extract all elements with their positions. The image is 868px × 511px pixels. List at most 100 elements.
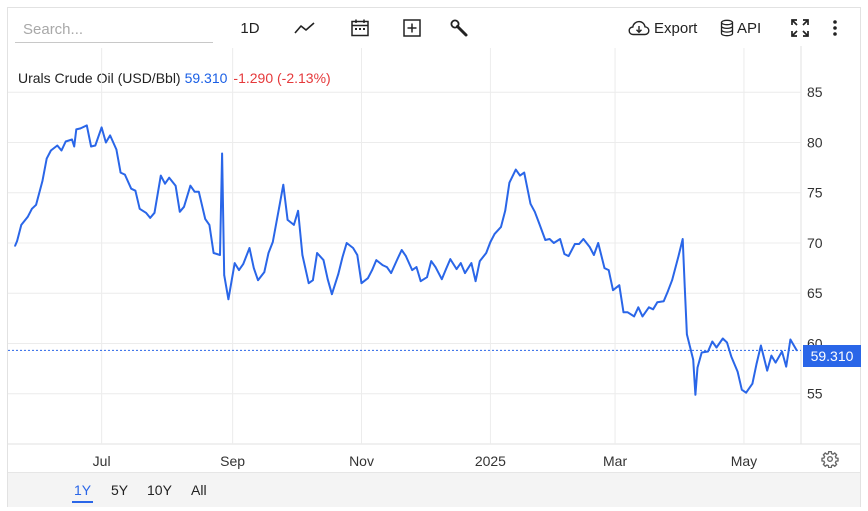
data-point — [71, 138, 73, 141]
y-tick-label: 80 — [807, 134, 823, 150]
data-point — [331, 293, 333, 296]
data-point — [189, 184, 192, 187]
data-point — [553, 242, 555, 244]
data-point — [441, 278, 443, 281]
data-point — [460, 262, 462, 264]
data-point — [153, 212, 156, 214]
data-point — [221, 152, 223, 155]
data-point — [219, 254, 221, 256]
calendar-icon[interactable] — [348, 15, 372, 41]
export-label: Export — [654, 19, 698, 37]
x-tick-label: Mar — [603, 453, 627, 469]
data-point — [73, 145, 75, 148]
range-bar — [8, 472, 860, 507]
interval-button[interactable]: 1D — [236, 15, 264, 41]
data-point — [272, 241, 274, 243]
data-point — [307, 282, 310, 285]
data-point — [622, 311, 625, 314]
data-point — [390, 272, 392, 274]
data-point — [597, 242, 599, 244]
legend-price: 59.310 — [184, 70, 228, 86]
x-tick-label: 2025 — [475, 453, 506, 469]
gear-icon[interactable] — [821, 450, 839, 468]
data-point — [212, 252, 215, 254]
range-all[interactable]: All — [191, 482, 207, 498]
data-point — [770, 354, 773, 357]
data-point — [35, 204, 37, 206]
database-icon — [720, 19, 734, 37]
data-point — [50, 149, 52, 152]
data-point — [100, 126, 103, 129]
data-point — [700, 351, 703, 354]
x-tick-label: May — [731, 453, 757, 469]
data-point — [445, 268, 447, 270]
price-series-line — [14, 124, 798, 396]
data-point — [168, 176, 170, 179]
data-point — [109, 134, 111, 137]
range-10y[interactable]: 10Y — [147, 482, 172, 498]
data-point — [648, 306, 650, 309]
y-tick-label: 70 — [807, 235, 823, 251]
data-point — [603, 267, 606, 269]
x-tick-label: Sep — [220, 453, 245, 469]
wrench-icon[interactable] — [447, 15, 471, 41]
y-tick-label: 85 — [807, 84, 823, 100]
data-point — [430, 260, 433, 262]
data-point — [508, 181, 511, 184]
more-vertical-icon[interactable] — [828, 15, 842, 41]
data-point — [293, 224, 295, 226]
data-point — [60, 149, 63, 152]
data-point — [179, 211, 181, 213]
data-point — [41, 179, 44, 182]
data-point — [386, 266, 388, 268]
data-point — [745, 391, 747, 394]
api-label: API — [737, 19, 762, 37]
api-button[interactable]: API — [720, 15, 766, 41]
data-point — [31, 208, 33, 210]
price-series-points — [14, 124, 798, 396]
data-point — [301, 254, 304, 256]
data-point — [534, 211, 536, 213]
export-button[interactable]: Export — [628, 15, 700, 41]
data-point — [64, 140, 67, 143]
data-point — [726, 341, 728, 344]
grid-lines — [8, 46, 860, 445]
data-point — [563, 253, 566, 255]
data-point — [694, 394, 697, 396]
data-point — [94, 144, 97, 147]
search-input[interactable] — [15, 17, 213, 43]
data-point — [652, 308, 654, 311]
data-point — [470, 262, 473, 264]
data-point — [79, 127, 82, 130]
data-point — [119, 171, 122, 174]
data-point — [523, 171, 525, 174]
data-point — [692, 358, 694, 361]
range-1y[interactable]: 1Y — [72, 482, 94, 503]
data-point — [686, 333, 688, 336]
data-point — [253, 267, 255, 269]
range-5y[interactable]: 5Y — [111, 482, 129, 498]
data-point — [755, 362, 758, 365]
line-chart-icon[interactable] — [292, 15, 318, 41]
x-tick-label: Jul — [93, 453, 111, 469]
data-point — [544, 239, 547, 241]
interval-label: 1D — [240, 19, 260, 37]
data-point — [434, 266, 437, 268]
fullscreen-icon[interactable] — [788, 15, 812, 41]
data-point — [618, 284, 621, 287]
data-point — [341, 256, 344, 258]
data-point — [16, 240, 18, 242]
data-point — [781, 350, 783, 353]
legend-change: -1.290 (-2.13%) — [233, 70, 331, 86]
data-point — [204, 218, 206, 220]
chart-legend: Urals Crude Oil (USD/Bbl) 59.310 -1.290 (-… — [18, 70, 331, 86]
data-point — [760, 344, 762, 347]
data-point — [681, 238, 684, 240]
add-icon[interactable] — [400, 15, 424, 41]
data-point — [696, 366, 699, 369]
x-axis: Jul Sep Nov 2025 Mar May — [93, 453, 758, 469]
data-point — [567, 255, 570, 257]
data-point — [707, 350, 709, 353]
data-point — [751, 382, 754, 385]
